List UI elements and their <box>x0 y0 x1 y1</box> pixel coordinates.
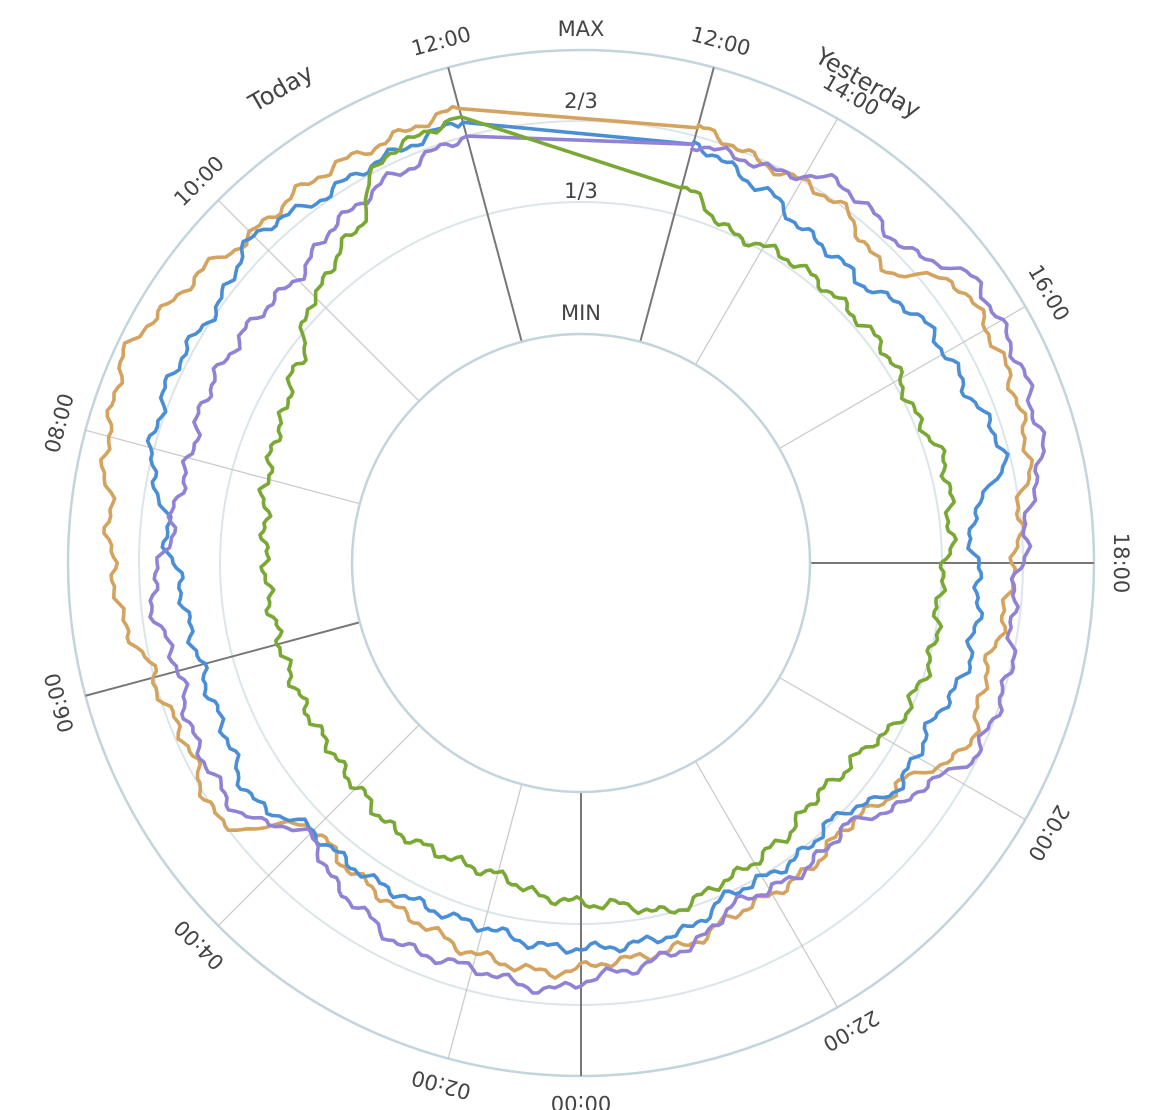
labels: MAX 2/3 1/3 MIN Today Yesterday <box>243 17 925 325</box>
level-label-max: MAX <box>558 17 605 41</box>
time-tick-label-12: 12:00 <box>688 22 753 61</box>
series-group <box>99 104 1047 995</box>
spoke-3 <box>85 621 361 697</box>
series-line-3 <box>257 115 958 916</box>
spoke-0 <box>447 67 523 343</box>
time-tick-label-5: 02:00 <box>409 1065 474 1104</box>
spoke-8 <box>779 676 1026 821</box>
spoke-2 <box>85 429 360 505</box>
period-label-today: Today <box>243 59 318 118</box>
spoke-1 <box>217 199 420 402</box>
spokes <box>85 67 1094 1076</box>
ring-min <box>350 332 812 794</box>
series-line-2 <box>148 134 1047 995</box>
spoke-7 <box>694 761 839 1008</box>
spoke-5 <box>447 784 523 1059</box>
time-tick-label-3: 06:00 <box>40 670 79 735</box>
level-label-one-third: 1/3 <box>564 179 598 203</box>
time-tick-label-2: 08:00 <box>40 391 79 456</box>
time-tick-label-0: 12:00 <box>409 22 474 61</box>
series-line-1 <box>145 120 1010 955</box>
level-label-min: MIN <box>561 301 601 325</box>
spoke-11 <box>694 118 839 365</box>
spoke-4 <box>217 724 420 927</box>
spoke-12 <box>639 67 715 343</box>
time-tick-label-9: 18:00 <box>1109 533 1133 594</box>
series-line-0 <box>99 104 1034 980</box>
time-tick-label-6: 00:00 <box>551 1091 612 1110</box>
level-label-two-thirds: 2/3 <box>564 89 598 113</box>
